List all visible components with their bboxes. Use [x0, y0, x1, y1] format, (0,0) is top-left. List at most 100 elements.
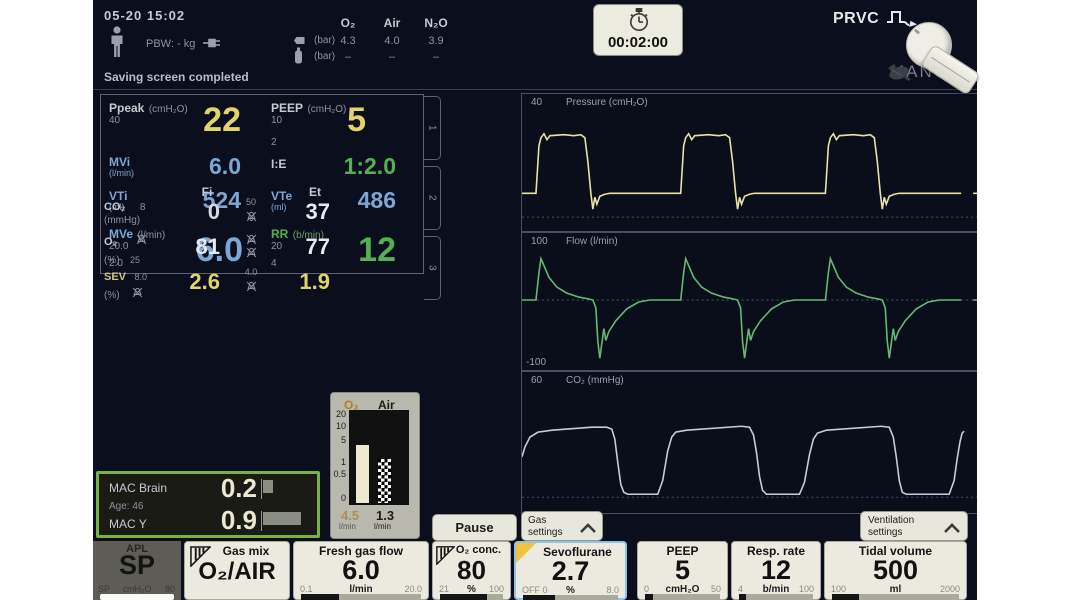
- co2-et-value: 37: [305, 199, 330, 224]
- alarm-off-icon: [246, 209, 257, 227]
- mac-y-label: MAC Y: [109, 517, 147, 531]
- o2-fi-value: 81: [195, 234, 220, 259]
- mvi-label: MVi: [109, 155, 131, 169]
- rr-unit: (b/min): [292, 230, 324, 241]
- pipeline-air: 4.0: [384, 35, 400, 47]
- gas-col-o2: O₂: [340, 16, 356, 30]
- sev-et-value: 1.9: [299, 269, 330, 294]
- monitored-values-panel: Ppeak (cmH₂O) 40 22 PEEP (cmH₂O) 10 2 5 …: [100, 94, 424, 274]
- patient-icon: [108, 26, 126, 63]
- monitor-page-tab-3[interactable]: 3: [424, 236, 441, 300]
- alarm-off-icon: [132, 285, 143, 303]
- vte-label: VTe: [271, 189, 293, 203]
- mvi-unit: (l/min): [109, 168, 134, 178]
- pipeline-o2: 4.3: [340, 35, 356, 47]
- ie-value: 1:2.0: [343, 153, 396, 179]
- co2-waveform-panel: 60 CO₂ (mmHg): [521, 371, 977, 514]
- o2-conc-button[interactable]: O₂ conc. 80 21 % 100: [432, 541, 511, 600]
- vti-value: 524: [202, 187, 241, 213]
- pressure-waveform-panel: 40 Pressure (cmH₂O): [521, 93, 977, 232]
- air-flow-unit: l/min: [374, 522, 391, 531]
- timer-value: 00:02:00: [607, 34, 669, 51]
- gas-settings-tab[interactable]: Gas settings: [521, 511, 603, 541]
- rr-value: 12: [358, 231, 396, 269]
- peep-unit: (cmH₂O): [307, 104, 347, 115]
- o2-conc-value: 80: [457, 555, 486, 585]
- monitor-page-tab-1[interactable]: 1: [424, 96, 441, 160]
- status-message: Saving screen completed: [104, 70, 249, 84]
- fgf-slider[interactable]: [301, 594, 421, 600]
- ventilation-settings-tab[interactable]: Ventilation settings: [860, 511, 968, 541]
- resp-rate-slider[interactable]: [739, 594, 813, 600]
- o2-conc-title: O₂ conc.: [455, 544, 502, 556]
- et-header: Et: [309, 185, 321, 199]
- flow-scale-min: -100: [526, 357, 547, 368]
- main-display: 05-20 15:02 PBW: - kg (bar) (bar) O₂ Air…: [93, 0, 977, 600]
- power-plug-icon: [202, 36, 226, 55]
- fi-header: Fi: [201, 185, 213, 199]
- co2-label: CO₂ (mmHg): [566, 375, 624, 386]
- co2-waveform: [522, 425, 977, 498]
- pause-button[interactable]: Pause: [432, 514, 517, 541]
- o2-conc-slider[interactable]: [440, 594, 503, 600]
- sev-fi-value: 2.6: [189, 269, 220, 294]
- peep-value: 5: [347, 101, 366, 139]
- pressure-waveform: [522, 132, 977, 218]
- vti-label: VTi: [109, 189, 128, 203]
- peep-label: PEEP: [271, 101, 304, 115]
- apl-value: SP: [118, 550, 156, 580]
- pipeline-n2o: 3.9: [428, 35, 444, 47]
- o2-flow-value: 4.5: [341, 508, 360, 523]
- gas-mix-button[interactable]: Gas mix O₂/AIR: [184, 541, 290, 600]
- vte-value: 486: [357, 187, 396, 213]
- manual-bag-icon: [884, 60, 914, 89]
- mac-brain-bar: [263, 480, 273, 493]
- ppeak-limit: 40: [109, 115, 121, 126]
- gauge-o2-label: O₂: [344, 398, 359, 412]
- pipeline-supply-icon: [288, 33, 306, 51]
- resp-rate-button[interactable]: Resp. rate 12 4 b/min 100: [731, 541, 821, 600]
- cylinder-air: –: [388, 51, 396, 63]
- sevoflurane-button[interactable]: Sevoflurane 2.7 OFF 0 % 8.0: [514, 541, 627, 600]
- alarm-off-icon: [246, 245, 257, 263]
- shortcut-flag-icon: [436, 546, 456, 570]
- timer-button[interactable]: 00:02:00: [593, 4, 683, 56]
- fresh-gas-flow-button[interactable]: Fresh gas flow 6.0 0.1 l/min 20.0: [293, 541, 429, 600]
- tidal-volume-slider[interactable]: [832, 594, 959, 600]
- cylinder-o2: –: [344, 51, 352, 63]
- shortcut-flag-icon: [190, 546, 212, 572]
- apl-title: APL: [126, 543, 148, 555]
- chevron-up-icon: [579, 521, 597, 539]
- peep-button[interactable]: PEEP 5 0 cmH₂O 50: [637, 541, 728, 600]
- gas-col-n2o: N₂O: [424, 16, 448, 30]
- apl-valve-control[interactable]: APL SP SP cmH₂O 80: [93, 541, 181, 600]
- flow-label: Flow (l/min): [566, 236, 618, 247]
- pbw-label: PBW: - kg: [146, 38, 196, 50]
- gas-cylinder-icon: [294, 47, 303, 69]
- rr-limit-low: 4: [271, 258, 277, 269]
- air-flow-bar: [378, 459, 391, 503]
- stopwatch-icon: [628, 8, 650, 38]
- apl-scale-bar: [100, 594, 174, 600]
- chevron-up-icon: [943, 521, 961, 539]
- tidal-volume-button[interactable]: Tidal volume 500 100 ml 2000: [824, 541, 967, 600]
- gas-mix-title: Gas mix: [222, 544, 270, 558]
- monitor-page-tab-2[interactable]: 2: [424, 166, 441, 230]
- ppeak-label: Ppeak: [109, 101, 145, 115]
- fresh-gas-flow-gauge: O₂ Air 20 10 5 1 0.5 0 4.5 1.3 l/min l/m…: [330, 392, 420, 539]
- co2-row: CO₂ 8 (mmHg): [104, 201, 146, 226]
- agent-indicator-triangle: [516, 543, 536, 568]
- rotary-knob[interactable]: [906, 22, 981, 96]
- fgf-value: 6.0: [342, 555, 380, 585]
- peep-set-title: PEEP: [666, 544, 699, 558]
- ppeak-value: 22: [203, 101, 241, 139]
- resp-rate-value: 12: [760, 555, 792, 585]
- alarm-off-icon: [246, 232, 257, 250]
- sevoflurane-slider[interactable]: [523, 595, 618, 600]
- o2-flow-unit: l/min: [339, 522, 356, 531]
- mve-limit-high: 20.0: [109, 241, 129, 252]
- ventilation-mode-label: PRVC: [833, 10, 880, 27]
- flow-scale-max: 100: [531, 236, 548, 247]
- peep-slider[interactable]: [645, 594, 720, 600]
- mve-value: 6.0: [195, 231, 243, 269]
